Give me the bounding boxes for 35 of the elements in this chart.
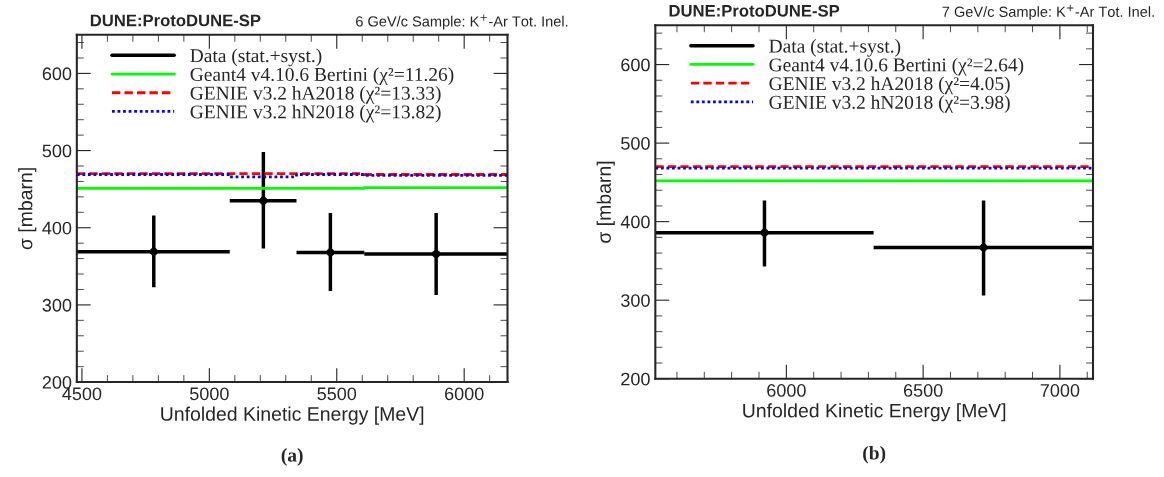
- y-tick-label: 500: [621, 137, 650, 150]
- chart-title: DUNE:ProtoDUNE-SP: [669, 4, 840, 17]
- chart-subtitle: 6 GeV/c Sample: K$^{+}$-Ar Tot. Inel.: [356, 14, 568, 30]
- y-tick-label: 400: [42, 221, 72, 235]
- x-tick-label: 5000: [189, 387, 229, 401]
- legend-label: Geant4 v4.10.6 Bertini (χ²=11.26): [190, 67, 454, 85]
- x-tick-label: 5500: [317, 387, 357, 401]
- text: (a): [281, 448, 303, 466]
- x-axis-title: Unfolded Kinetic Energy [MeV]: [743, 403, 1006, 422]
- y-axis-title: σ [mbarn]: [18, 168, 37, 250]
- legend-label: GENIE v3.2 hN2018 (χ²=13.82): [190, 104, 441, 123]
- x-tick-label: 4500: [62, 387, 102, 401]
- y-tick-label: 200: [621, 372, 650, 386]
- y-tick-label: 300: [42, 298, 72, 312]
- text: (b): [863, 445, 886, 464]
- chart-title: DUNE:ProtoDUNE-SP: [90, 14, 261, 27]
- y-tick-label: 300: [621, 294, 650, 307]
- legend-label: Geant4 v4.10.6 Bertini (χ²=2.64): [769, 57, 1024, 76]
- chart-subtitle: 7 GeV/c Sample: K$^{+}$-Ar Tot. Inel.: [942, 4, 1154, 20]
- legend-label: Data (stat.+syst.): [769, 39, 901, 57]
- legend-label: GENIE v3.2 hA2018 (χ²=13.33): [190, 86, 441, 104]
- y-tick-label: 600: [42, 67, 72, 81]
- legend-label: Data (stat.+syst.): [190, 48, 322, 67]
- x-tick-label: 6000: [445, 387, 484, 401]
- y-tick-label: 200: [42, 376, 72, 389]
- y-axis-title: σ [mbarn]: [596, 161, 615, 243]
- legend-label: GENIE v3.2 hA2018 (χ²=4.05): [769, 76, 1010, 95]
- x-tick-label: 6000: [767, 384, 806, 397]
- y-tick-label: 500: [42, 144, 72, 158]
- legend-label: GENIE v3.2 hN2018 (χ²=3.98): [769, 95, 1010, 113]
- x-tick-label: 6500: [903, 384, 943, 397]
- x-axis-title: Unfolded Kinetic Energy [MeV]: [161, 406, 424, 425]
- y-tick-label: 600: [621, 58, 650, 72]
- x-tick-label: 7000: [1040, 384, 1080, 397]
- y-tick-label: 400: [620, 215, 650, 229]
